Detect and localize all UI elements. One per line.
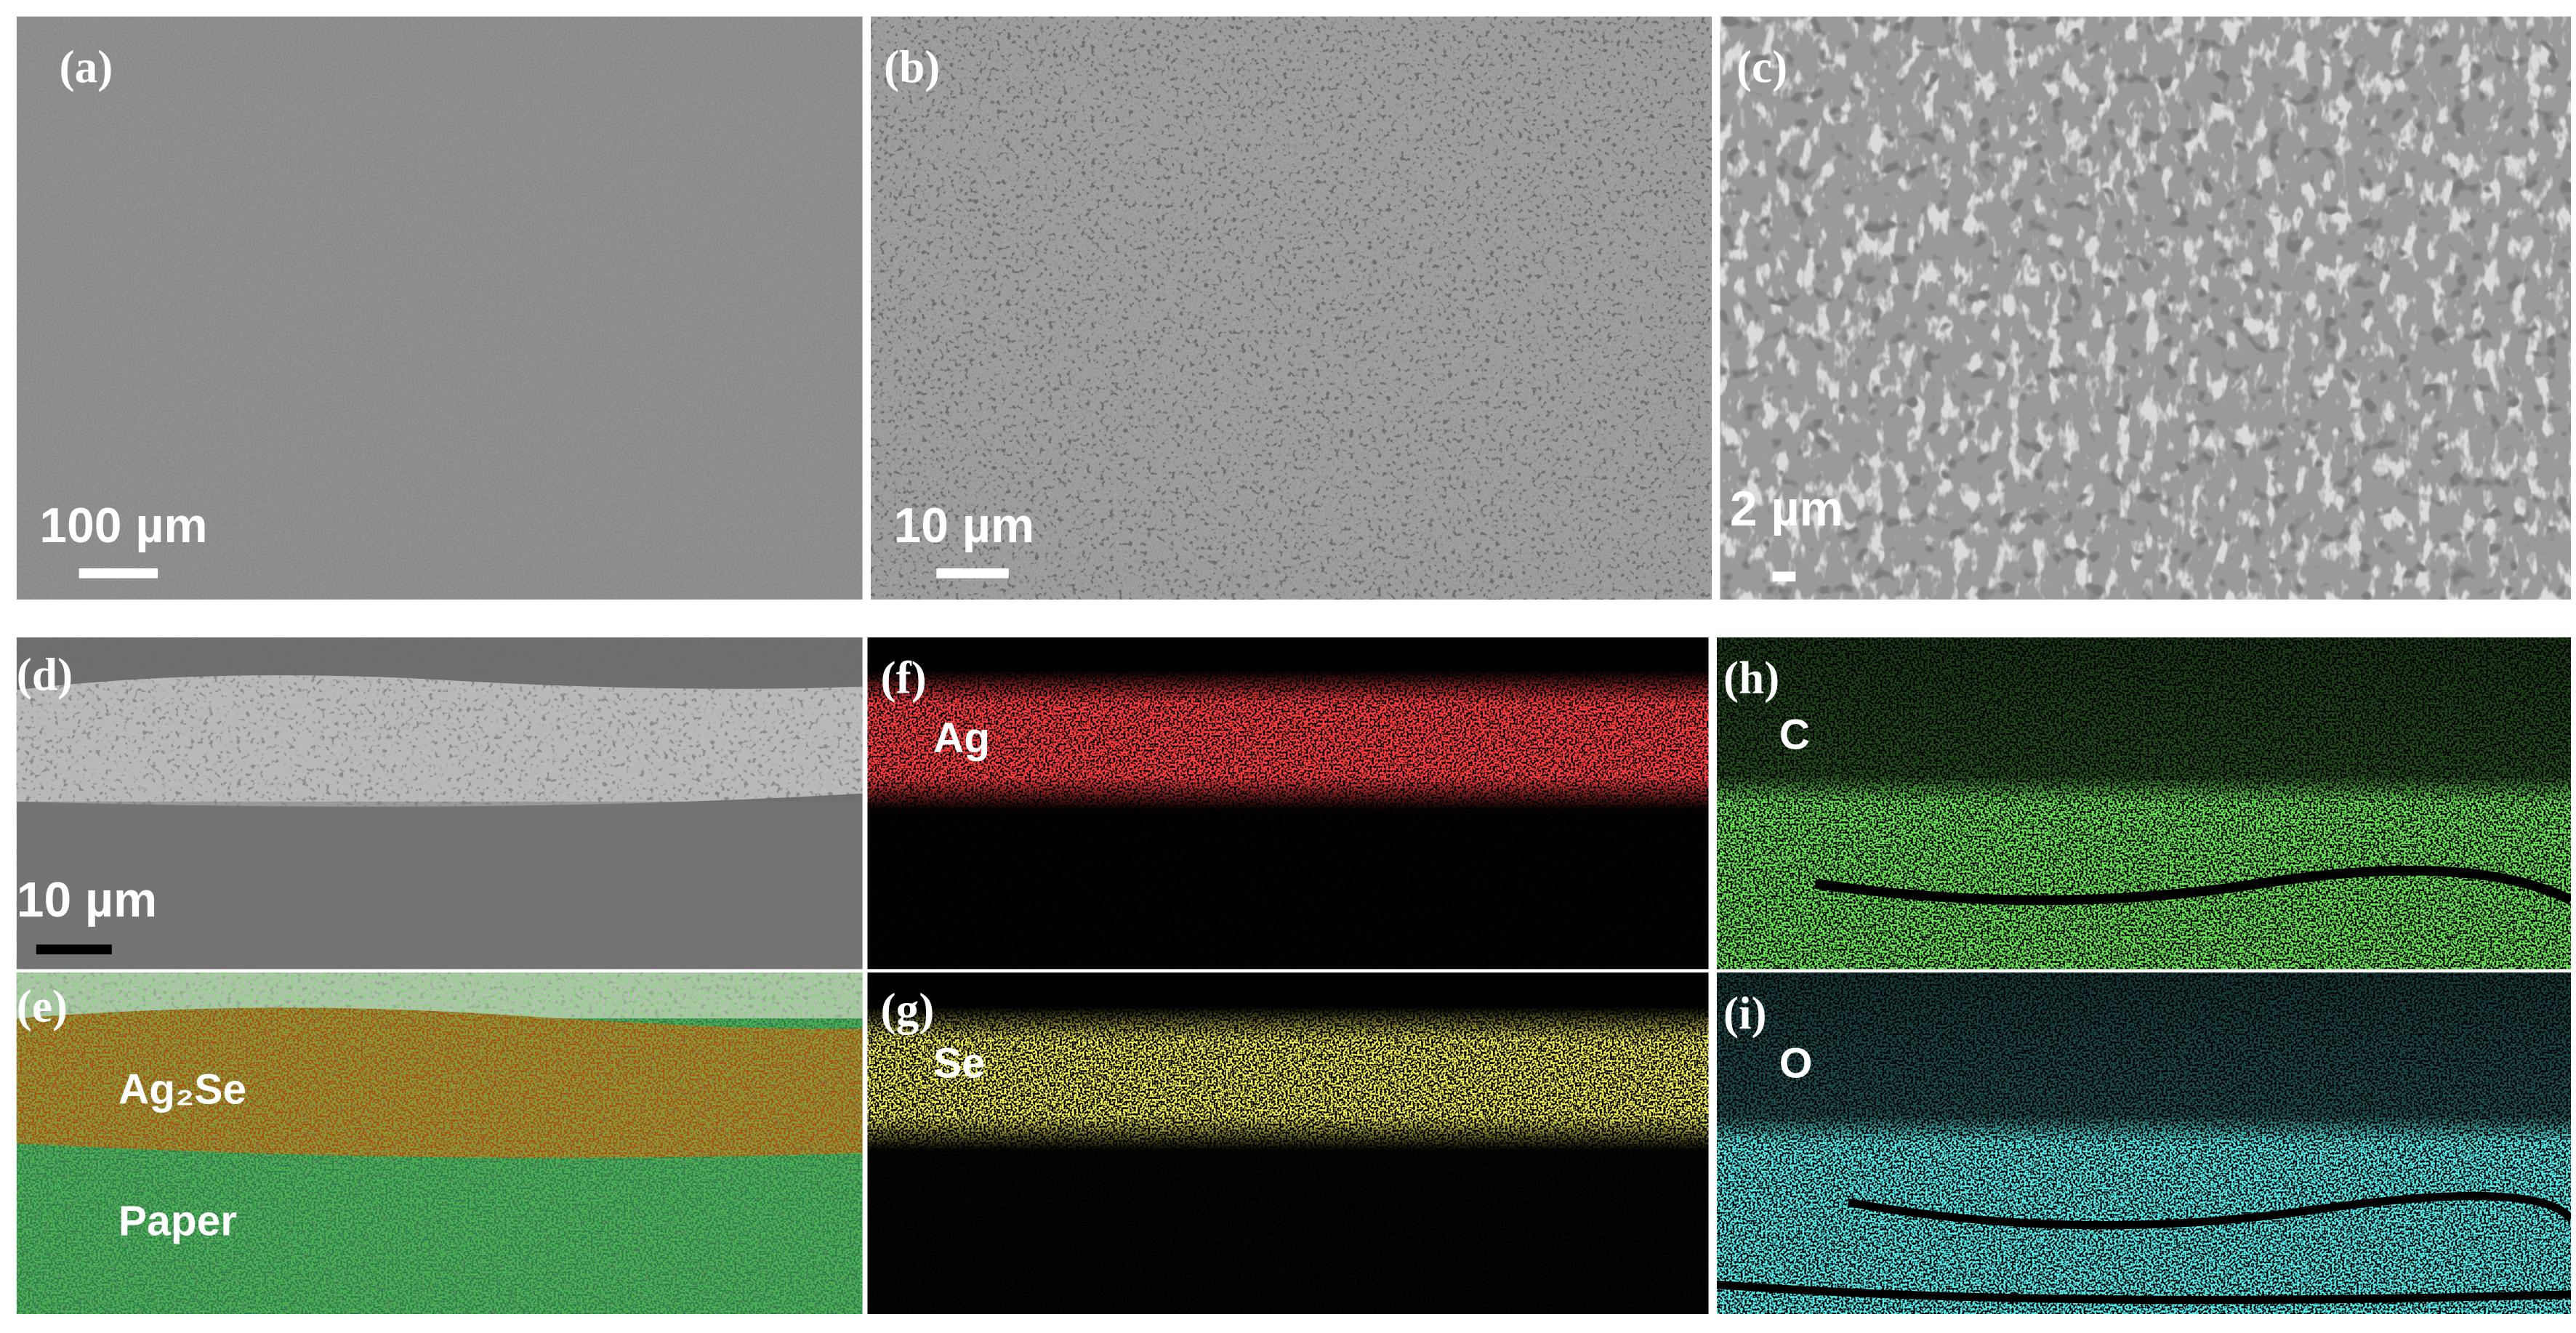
pores <box>870 16 1712 600</box>
panel-e: (e) Ag₂Se Paper <box>16 972 863 1315</box>
ag-signal <box>867 637 1709 970</box>
scale-bar <box>1772 571 1796 582</box>
pores <box>1720 16 2572 600</box>
paper-layer <box>16 801 863 970</box>
texture <box>16 16 863 600</box>
scale-bar-label: 2 µm <box>1730 482 1843 536</box>
panel-label: (b) <box>884 41 940 92</box>
scale-bar-label: 10 µm <box>894 499 1035 553</box>
o-signal <box>1716 972 2572 1315</box>
panel-label: (g) <box>881 984 935 1035</box>
c-signal <box>1716 637 2572 970</box>
scale-bar <box>936 568 1009 579</box>
panel-c: (c) 2 µm <box>1720 16 2572 600</box>
panel-label: (e) <box>17 981 68 1032</box>
scale-bar-label: 10 µm <box>17 873 158 927</box>
panel-f: (f) Ag <box>867 637 1709 970</box>
element-label: O <box>1779 1040 1813 1087</box>
element-label: Ag <box>933 714 990 762</box>
scale-bar-label: 100 µm <box>39 499 207 553</box>
crack <box>1716 1191 2572 1305</box>
panel-label: (f) <box>881 653 927 704</box>
panel-label: (c) <box>1736 41 1787 92</box>
scale-bar <box>36 944 112 955</box>
panel-label: (h) <box>1723 653 1779 704</box>
element-label: C <box>1779 712 1810 759</box>
panel-label: (d) <box>17 649 73 700</box>
panel-d: (d) 10 µm <box>16 637 863 970</box>
panel-label: (a) <box>60 41 113 92</box>
panel-label: (i) <box>1723 988 1767 1039</box>
scale-bar <box>79 568 158 579</box>
element-label: Se <box>933 1040 986 1087</box>
crack <box>1814 866 2572 906</box>
panel-b: (b) 10 µm <box>870 16 1712 600</box>
panel-a: (a) 100 µm <box>16 16 863 600</box>
panel-h: (h) C <box>1716 637 2572 970</box>
layer-label: Ag₂Se <box>118 1066 246 1113</box>
panel-i: (i) O <box>1716 972 2572 1315</box>
texture <box>16 972 863 1315</box>
layer-label: Paper <box>118 1198 237 1245</box>
panel-g: (g) Se <box>867 972 1709 1315</box>
se-signal <box>867 972 1709 1315</box>
